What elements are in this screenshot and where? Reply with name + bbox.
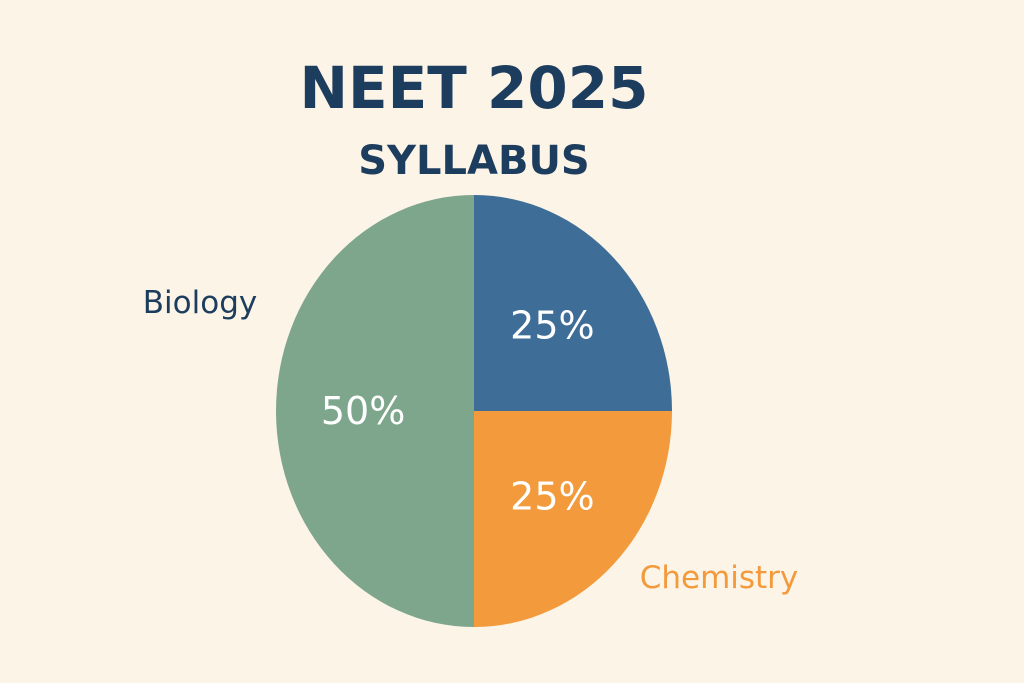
chart-title: NEET 2025 <box>300 54 649 122</box>
slice-category-label-biology: Biology <box>143 285 257 321</box>
slice-value-labels: 25% 25% 50% <box>321 304 595 519</box>
pie-slice-biology <box>276 195 474 627</box>
pie-slice-chemistry <box>474 411 672 627</box>
slice-value-label-biology: 50% <box>321 389 405 433</box>
slice-category-label-chemistry: Chemistry <box>640 560 799 596</box>
slice-value-label-chemistry: 25% <box>510 475 594 519</box>
chart-subtitle: SYLLABUS <box>358 138 589 184</box>
slice-category-labels: Chemistry Biology <box>143 285 799 596</box>
slice-value-label-unlabeled-0: 25% <box>510 304 594 348</box>
pie-slices <box>276 195 672 627</box>
pie-slice-unlabeled-0 <box>474 195 672 411</box>
